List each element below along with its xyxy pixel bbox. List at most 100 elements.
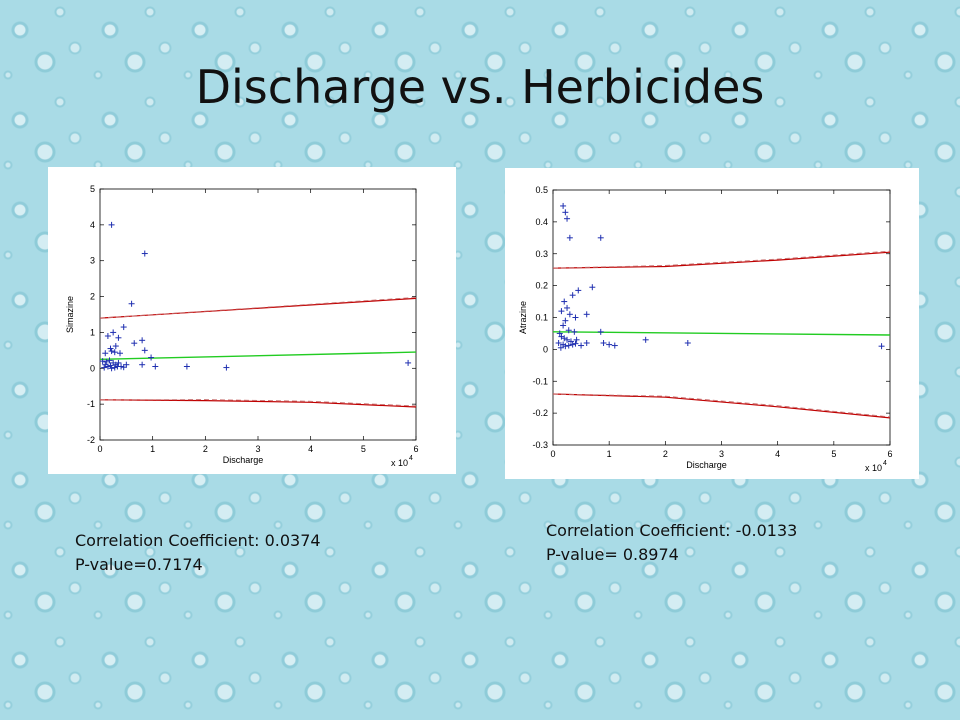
data-point bbox=[112, 343, 119, 350]
regression-line bbox=[552, 331, 891, 336]
data-point bbox=[558, 308, 565, 315]
data-point bbox=[141, 347, 148, 354]
lower-confidence-bound-dashed bbox=[99, 399, 417, 407]
data-point bbox=[611, 342, 618, 349]
data-point bbox=[104, 333, 111, 340]
x-tick-label: 1 bbox=[150, 444, 155, 454]
caption-left: Correlation Coefficient: 0.0374 P-value=… bbox=[75, 529, 321, 577]
data-point bbox=[562, 209, 569, 216]
data-point bbox=[131, 340, 138, 347]
y-tick-label: -0.2 bbox=[532, 408, 548, 418]
data-point bbox=[107, 345, 114, 352]
data-point bbox=[575, 287, 582, 294]
data-point bbox=[115, 334, 122, 341]
x-axis-label: Discharge bbox=[686, 460, 727, 470]
data-point bbox=[107, 362, 114, 369]
y-tick-label: 5 bbox=[90, 184, 95, 194]
y-tick-label: -2 bbox=[87, 435, 95, 445]
x-tick-label: 0 bbox=[550, 449, 555, 459]
data-point bbox=[111, 364, 118, 371]
data-point bbox=[572, 314, 579, 321]
data-point bbox=[565, 342, 572, 349]
data-point bbox=[562, 317, 569, 324]
data-point bbox=[114, 363, 121, 370]
data-point bbox=[560, 202, 567, 209]
upper-confidence-bound-dashed bbox=[552, 250, 891, 269]
y-tick-label: -0.3 bbox=[532, 440, 548, 450]
data-point bbox=[141, 250, 148, 257]
lower-confidence-bound-dashed bbox=[552, 393, 891, 418]
upper-confidence-bound-dashed bbox=[99, 296, 417, 319]
data-point bbox=[572, 340, 579, 347]
data-point bbox=[555, 340, 562, 346]
x-tick-label: 6 bbox=[413, 444, 418, 454]
correlation-coefficient-left: Correlation Coefficient: 0.0374 bbox=[75, 531, 321, 550]
x-tick-label: 3 bbox=[255, 444, 260, 454]
x-exponent-label: x 10 bbox=[865, 463, 882, 473]
data-point bbox=[152, 363, 159, 370]
simazine-chart: 0 1 2 3 4 5 6 -2 -1 0 1 2 3 4 5 Discharge Simazine x 10 4 bbox=[48, 167, 456, 474]
data-point bbox=[564, 336, 571, 343]
data-point bbox=[110, 329, 117, 336]
data-point bbox=[120, 364, 127, 371]
data-point bbox=[567, 338, 574, 345]
data-point bbox=[597, 328, 604, 335]
data-point bbox=[561, 298, 568, 305]
data-point bbox=[578, 342, 585, 349]
data-point bbox=[103, 358, 110, 365]
data-point bbox=[597, 234, 604, 241]
data-point bbox=[102, 361, 109, 368]
y-tick-label: 0.1 bbox=[535, 313, 548, 323]
data-point bbox=[556, 330, 563, 337]
data-point bbox=[684, 340, 691, 346]
data-point bbox=[117, 350, 124, 357]
data-point bbox=[139, 361, 146, 368]
y-tick-label: 0 bbox=[90, 363, 95, 373]
data-point bbox=[573, 336, 580, 343]
data-point bbox=[108, 221, 115, 228]
data-point bbox=[565, 327, 572, 334]
data-point bbox=[99, 358, 106, 365]
data-point bbox=[589, 284, 596, 291]
y-axis-label: Atrazine bbox=[518, 301, 528, 334]
regression-line bbox=[99, 351, 417, 360]
data-point bbox=[583, 340, 590, 346]
slide-title: Discharge vs. Herbicides bbox=[195, 60, 765, 114]
x-tick-label: 4 bbox=[775, 449, 780, 459]
caption-right: Correlation Coefficient: -0.0133 P-value… bbox=[546, 519, 797, 567]
data-point bbox=[642, 336, 649, 343]
y-tick-label: 0.3 bbox=[535, 249, 548, 259]
atrazine-chart: 0 1 2 3 4 5 6 -0.3 -0.2 -0.1 0 0.1 0.2 0.3 0.4 0.5 Disch… bbox=[505, 168, 919, 479]
p-value-right: P-value= 0.8974 bbox=[546, 545, 679, 564]
data-point bbox=[878, 343, 885, 350]
data-point bbox=[108, 348, 115, 355]
x-tick-label: 2 bbox=[203, 444, 208, 454]
x-tick-label: 1 bbox=[607, 449, 612, 459]
data-point bbox=[571, 328, 578, 335]
data-point bbox=[569, 292, 576, 299]
data-point bbox=[101, 364, 108, 371]
x-tick-label: 5 bbox=[361, 444, 366, 454]
x-tick-label: 6 bbox=[887, 449, 892, 459]
y-tick-label: -1 bbox=[87, 399, 95, 409]
data-point bbox=[139, 337, 146, 344]
data-point bbox=[128, 300, 135, 307]
data-point bbox=[583, 311, 590, 318]
y-tick-label: 0.2 bbox=[535, 281, 548, 291]
data-point bbox=[106, 357, 113, 364]
plot-area bbox=[552, 189, 891, 446]
x-tick-label: 4 bbox=[308, 444, 313, 454]
data-point bbox=[102, 350, 109, 357]
data-point bbox=[560, 322, 567, 329]
data-point bbox=[562, 343, 569, 350]
x-tick-label: 2 bbox=[663, 449, 668, 459]
y-tick-label: 1 bbox=[90, 327, 95, 337]
x-tick-label: 3 bbox=[719, 449, 724, 459]
lower-confidence-bound bbox=[552, 393, 891, 419]
data-point bbox=[115, 359, 122, 366]
y-tick-label: -0.1 bbox=[532, 376, 548, 386]
y-tick-label: 0.5 bbox=[535, 185, 548, 195]
lower-confidence-bound bbox=[99, 399, 417, 408]
y-tick-label: 2 bbox=[90, 292, 95, 302]
